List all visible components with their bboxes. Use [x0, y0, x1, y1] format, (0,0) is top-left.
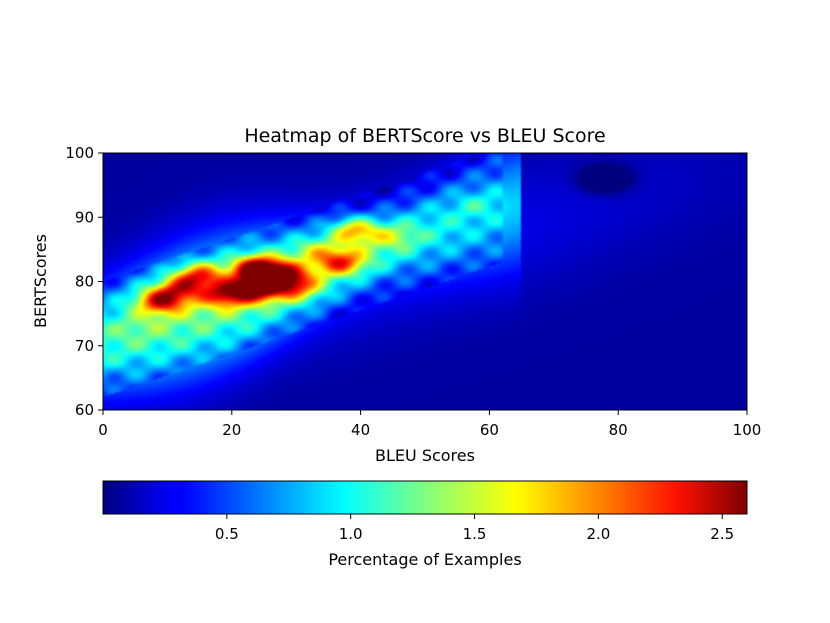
colorbar-tick-label: 2.5 — [710, 525, 734, 543]
colorbar-tick-label: 2.0 — [586, 525, 610, 543]
x-tick-label: 0 — [98, 421, 108, 439]
x-axis: 0 20 40 60 80 100 — [98, 410, 761, 439]
x-tick-label: 20 — [222, 421, 241, 439]
y-axis-label: BERTScores — [31, 234, 50, 328]
x-tick-label: 80 — [609, 421, 628, 439]
y-tick-label: 90 — [75, 208, 94, 226]
colorbar-tick-label: 0.5 — [215, 525, 239, 543]
colorbar-gradient — [102, 480, 748, 515]
plot-area — [102, 152, 748, 411]
colorbar-label: Percentage of Examples — [328, 550, 521, 569]
y-tick-label: 80 — [75, 273, 94, 291]
colorbar: 0.5 1.0 1.5 2.0 2.5 Percentage of Examples — [102, 480, 748, 569]
y-axis: 60 70 80 90 100 — [65, 144, 103, 419]
heatmap-surface — [103, 153, 747, 410]
colorbar-ticks: 0.5 1.0 1.5 2.0 2.5 — [215, 514, 734, 543]
colorbar-tick-label: 1.0 — [339, 525, 363, 543]
colorbar-tick-label: 1.5 — [463, 525, 487, 543]
y-tick-label: 70 — [75, 337, 94, 355]
chart-title: Heatmap of BERTScore vs BLEU Score — [244, 125, 605, 147]
y-tick-label: 60 — [75, 401, 94, 419]
x-tick-label: 60 — [480, 421, 499, 439]
x-tick-label: 100 — [733, 421, 762, 439]
x-tick-label: 40 — [351, 421, 370, 439]
x-axis-label: BLEU Scores — [375, 446, 475, 465]
y-tick-label: 100 — [65, 144, 94, 162]
